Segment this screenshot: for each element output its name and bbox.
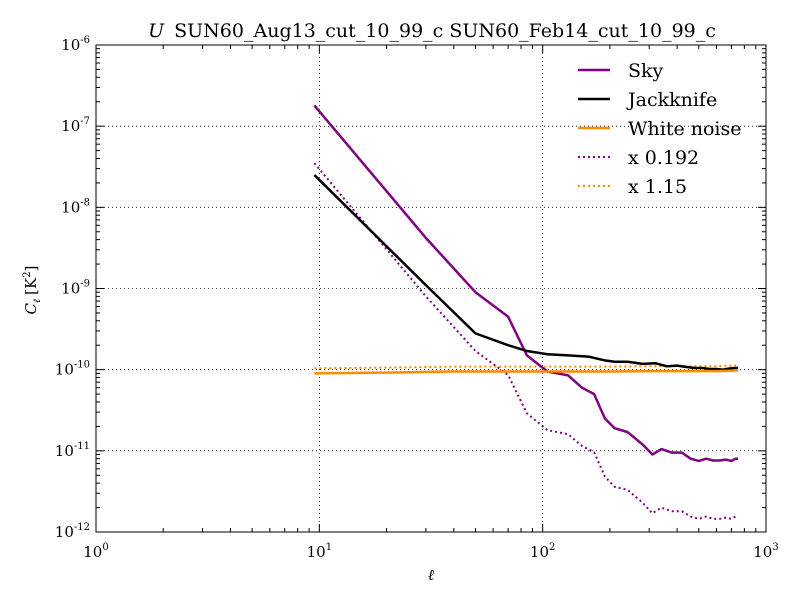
y-tick-label: 10-6: [61, 35, 90, 54]
legend-label: x 1.15: [628, 176, 687, 198]
series-line-sky: [313, 104, 739, 463]
series-line-x-0-192: [313, 162, 739, 520]
series-lines: [313, 104, 739, 520]
series-line-x-1-15: [314, 364, 739, 370]
x-axis-label: ℓ: [428, 566, 434, 584]
y-tick-label: 10-9: [61, 279, 90, 298]
legend-label: White noise: [628, 118, 742, 140]
y-axis-label-unit-end: ]: [22, 266, 40, 272]
x-tick-label: 101: [307, 542, 332, 561]
x-tick-label: 100: [83, 542, 108, 561]
y-axis-label-symbol: C: [22, 302, 40, 314]
tick-labels: 100 101 102 103 10-12 10-11 10-10 10-9 10-8 10-7 1…: [55, 35, 779, 561]
legend-label: Jackknife: [626, 89, 717, 111]
series-line-white-noise: [314, 369, 739, 375]
y-tick-label: 10-12: [55, 522, 90, 541]
y-tick-label: 10-8: [61, 197, 90, 216]
y-axis-label-unit-sup: 2: [22, 271, 33, 277]
y-tick-label: 10-10: [55, 360, 90, 379]
legend-label: Sky: [628, 60, 664, 82]
chart-title: U SUN60_Aug13_cut_10_99_c SUN60_Feb14_cu…: [148, 20, 716, 42]
y-tick-label: 10-7: [61, 116, 90, 135]
legend: Sky Jackknife White noise x 0.192 x 1.15: [578, 60, 742, 198]
legend-label: x 0.192: [628, 147, 699, 169]
y-axis-label-subscript: ℓ: [32, 299, 43, 303]
y-axis-label: Cℓ [K2]: [22, 266, 43, 315]
x-tick-label: 102: [530, 542, 555, 561]
series-line-jackknife: [313, 174, 739, 371]
y-axis-label-unit: [K: [22, 277, 40, 295]
chart-title-prefix: U: [148, 20, 165, 42]
y-tick-label: 10-11: [55, 441, 90, 460]
chart-title-main: SUN60_Aug13_cut_10_99_c SUN60_Feb14_cut_…: [174, 20, 716, 42]
x-tick-label: 103: [753, 542, 778, 561]
plot-frame: [95, 44, 767, 533]
